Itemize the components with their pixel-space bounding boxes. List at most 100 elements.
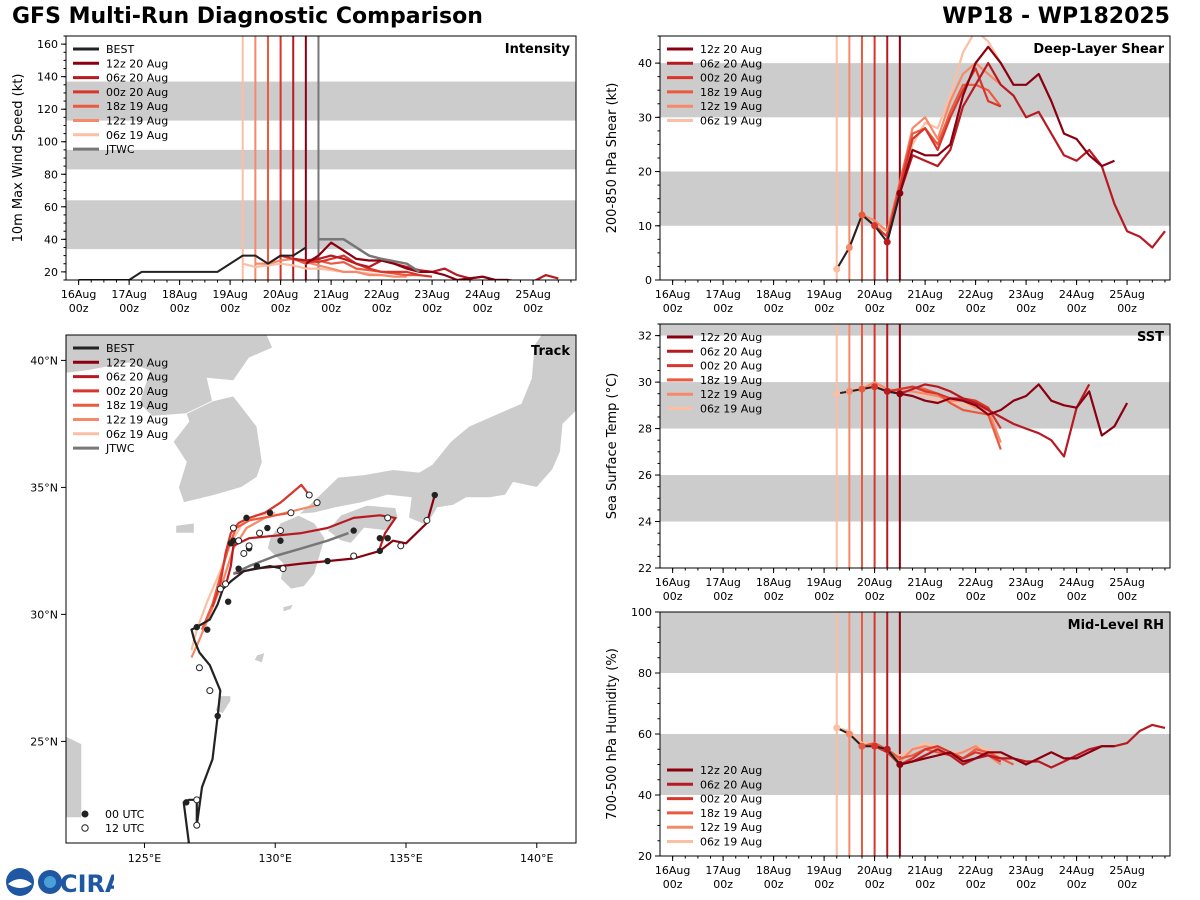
track-ytick-label: 35°N xyxy=(30,481,58,494)
intensity-xtick-label: 17Aug xyxy=(111,288,146,301)
intensity-ytick-label: 160 xyxy=(37,38,58,51)
intensity-xtick-label: 00z xyxy=(119,302,139,315)
sst-best-marker-4 xyxy=(883,387,891,395)
sst-series-00z-20-Aug xyxy=(874,385,1002,430)
track-marker-00utc xyxy=(253,562,261,570)
rh-xtick-label: 00z xyxy=(966,878,986,891)
track-marker-12utc xyxy=(397,542,405,550)
rh-band-0 xyxy=(660,734,1170,795)
shear-best-marker-4 xyxy=(883,238,891,246)
sst-series-12z-20-Aug xyxy=(899,383,1129,437)
track-marker-00utc xyxy=(277,537,284,544)
sst-band-2 xyxy=(660,324,1170,336)
shear-xtick-label: 25Aug xyxy=(1109,288,1144,301)
track-marker-12utc xyxy=(287,509,295,517)
rh-xtick-label: 23Aug xyxy=(1008,864,1043,877)
rh-series-12z-20-Aug xyxy=(899,745,1115,766)
intensity-series-12z-19-Aug xyxy=(255,257,407,278)
land-yakushima xyxy=(282,603,295,613)
track-marker-00utc xyxy=(384,535,391,542)
rh-legend-entry: 12z 19 Aug xyxy=(700,821,762,834)
track-marker-00utc xyxy=(204,626,211,633)
sst-band-1 xyxy=(660,382,1170,429)
track-legend-marker-00 xyxy=(81,810,89,818)
sst-best-marker-5 xyxy=(896,390,904,398)
shear-xtick-label: 00z xyxy=(814,302,834,315)
shear-ytick-label: 20 xyxy=(638,166,652,179)
land-south-korea xyxy=(172,395,263,504)
track-legend-marker-label: 12 UTC xyxy=(105,822,145,835)
sst-xtick-label: 16Aug xyxy=(655,576,690,589)
track-legend-entry: 18z 19 Aug xyxy=(106,399,168,412)
sst-xtick-label: 00z xyxy=(915,590,935,603)
track-title: Track xyxy=(531,344,570,359)
sst-legend-entry: 12z 19 Aug xyxy=(700,388,762,401)
figure-title: GFS Multi-Run Diagnostic Comparison xyxy=(12,4,483,29)
track-panel: 125°E 130°E 135°E 140°E 25°N 30°N 35°N 40°N Trac… xyxy=(30,334,577,865)
rh-best-marker-5 xyxy=(896,761,904,768)
shear-series-best xyxy=(835,192,901,270)
shear-xtick-label: 00z xyxy=(915,302,935,315)
intensity-legend-entry: 06z 20 Aug xyxy=(106,72,168,85)
shear-band-1 xyxy=(660,63,1170,118)
sst-xtick-label: 21Aug xyxy=(907,576,942,589)
sst-ytick-label: 30 xyxy=(638,376,652,389)
intensity-xtick-label: 00z xyxy=(69,302,89,315)
track-marker-12utc xyxy=(305,491,313,499)
shear-panel: 01020304016Aug00z17Aug00z18Aug00z19Aug00… xyxy=(605,35,1171,315)
rh-xtick-label: 00z xyxy=(865,878,885,891)
track-marker-12utc xyxy=(256,529,264,537)
sst-xtick-label: 18Aug xyxy=(756,576,791,589)
shear-ylabel: 200-850 hPa Shear (kt) xyxy=(605,83,620,234)
sst-ylabel: Sea Surface Temp (°C) xyxy=(605,373,620,520)
intensity-xtick-label: 00z xyxy=(372,302,392,315)
intensity-xtick-label: 00z xyxy=(473,302,493,315)
track-marker-12utc xyxy=(313,499,321,507)
intensity-series-jtwc xyxy=(318,238,421,273)
sst-xtick-label: 00z xyxy=(814,590,834,603)
track-run-00z-20-Aug xyxy=(211,483,311,608)
sst-legend-entry: 18z 19 Aug xyxy=(700,374,762,387)
rh-xtick-label: 00z xyxy=(713,878,733,891)
track-run-06z-20-Aug xyxy=(224,514,397,587)
track-legend-entry: BEST xyxy=(106,342,134,355)
sst-best-marker-2 xyxy=(858,385,866,393)
track-marker-12utc xyxy=(235,537,243,545)
rh-title: Mid-Level RH xyxy=(1068,618,1164,633)
rh-ylabel: 700-500 hPa Humidity (%) xyxy=(605,648,620,820)
sst-xtick-label: 00z xyxy=(663,590,683,603)
rh-legend-entry: 06z 19 Aug xyxy=(700,836,762,849)
intensity-xtick-label: 00z xyxy=(220,302,240,315)
sst-xtick-label: 25Aug xyxy=(1109,576,1144,589)
shear-xtick-label: 00z xyxy=(713,302,733,315)
track-ytick-label: 40°N xyxy=(30,354,58,367)
rh-legend-entry: 06z 20 Aug xyxy=(700,778,762,791)
intensity-band-2 xyxy=(66,81,576,121)
track-legend-marker-label: 00 UTC xyxy=(105,808,145,821)
rh-xtick-label: 00z xyxy=(663,878,683,891)
shear-best-marker-1 xyxy=(845,243,853,251)
track-marker-00utc xyxy=(224,598,232,605)
track-xtick-label: 130°E xyxy=(259,852,292,865)
track-frame xyxy=(65,334,577,844)
shear-ytick-label: 40 xyxy=(638,57,652,70)
track-marker-00utc xyxy=(376,535,384,542)
intensity-band-1 xyxy=(66,149,576,170)
intensity-xtick-label: 20Aug xyxy=(263,288,298,301)
intensity-ytick-label: 40 xyxy=(44,233,58,246)
sst-series-06z-20-Aug xyxy=(887,383,1091,458)
track-legend-entry: 12z 20 Aug xyxy=(106,356,168,369)
intensity-xtick-label: 00z xyxy=(523,302,543,315)
sst-best-marker-0 xyxy=(833,390,841,398)
rh-xtick-label: 25Aug xyxy=(1109,864,1144,877)
shear-xtick-label: 00z xyxy=(663,302,683,315)
track-marker-00utc xyxy=(431,491,438,499)
track-xtick-label: 140°E xyxy=(520,852,553,865)
sst-band-0 xyxy=(660,475,1170,522)
sst-xtick-label: 19Aug xyxy=(806,576,841,589)
track-marker-12utc xyxy=(245,542,253,550)
land-north-korea xyxy=(66,335,274,417)
shear-best-marker-0 xyxy=(833,265,841,273)
track-marker-12utc xyxy=(240,549,248,557)
